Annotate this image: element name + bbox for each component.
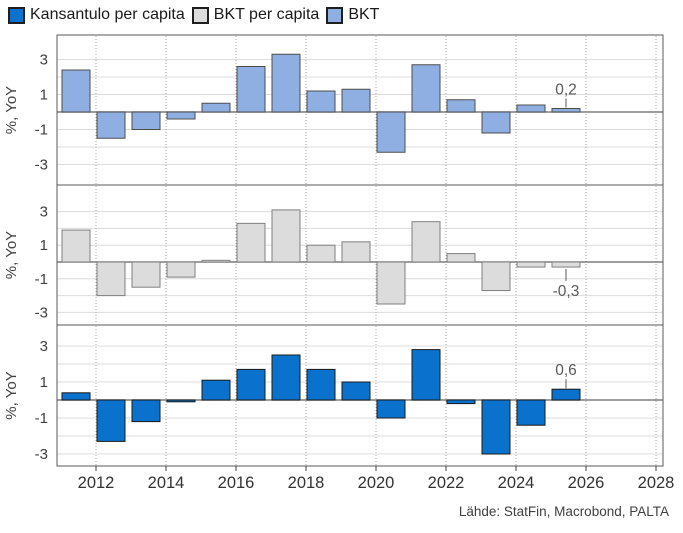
y-tick-label: -1 bbox=[35, 122, 48, 139]
bar-kansantulo-per-capita-2018 bbox=[306, 368, 336, 401]
legend-swatch-bkt bbox=[326, 6, 344, 24]
bar-bkt-2015 bbox=[201, 102, 231, 113]
legend-swatch-kansantulo-per-capita bbox=[8, 6, 25, 24]
bar-bkt-2023 bbox=[481, 111, 511, 134]
y-tick-label: -1 bbox=[35, 271, 48, 288]
legend-label-kansantulo-per-capita: Kansantulo per capita bbox=[30, 6, 185, 23]
panel-bkt: 3 1 -1 -3 %, YoY 0,2 bbox=[3, 34, 664, 186]
annotation-value: 0,6 bbox=[555, 362, 577, 379]
y-axis-title: %, YoY bbox=[3, 231, 20, 279]
x-axis-label-2012: 2012 bbox=[78, 474, 115, 492]
bar-bkt-2014 bbox=[166, 111, 196, 120]
bar-bkt-2012 bbox=[96, 111, 126, 139]
bar-kansantulo-per-capita-2019 bbox=[341, 381, 371, 401]
bar-kansantulo-per-capita-2025 bbox=[551, 388, 581, 401]
x-axis-label-2022: 2022 bbox=[428, 474, 465, 492]
bar-bkt-per-capita-2018 bbox=[306, 244, 336, 263]
y-tick-label: -3 bbox=[35, 304, 48, 321]
legend-label-bkt: BKT bbox=[348, 6, 380, 23]
x-axis-label-2028: 2028 bbox=[638, 474, 675, 492]
bar-bkt-per-capita-2014 bbox=[166, 261, 196, 278]
bar-bkt-2021 bbox=[411, 64, 441, 113]
y-tick-label: 1 bbox=[40, 237, 48, 254]
y-axis-title: %, YoY bbox=[3, 371, 20, 419]
chart-canvas: 3 1 -1 -3 %, YoY 0,2 3 1 -1 -3 %, YoY -0,3 3 1 -1 -3 %, … bbox=[3, 34, 675, 492]
bar-bkt-per-capita-2013 bbox=[131, 261, 161, 288]
bar-bkt-2017 bbox=[271, 53, 301, 113]
legend-item-bkt: BKT bbox=[326, 6, 379, 24]
bar-bkt-2019 bbox=[341, 88, 371, 113]
bar-bkt-per-capita-2022 bbox=[446, 253, 476, 263]
x-axis-label-2020: 2020 bbox=[358, 474, 395, 492]
bar-bkt-2025 bbox=[551, 108, 581, 113]
y-tick-label: -3 bbox=[35, 446, 48, 463]
y-tick-label: 3 bbox=[40, 338, 48, 355]
bar-bkt-2022 bbox=[446, 99, 476, 113]
x-axis-label-2026: 2026 bbox=[568, 474, 605, 492]
y-tick-label: 1 bbox=[40, 374, 48, 391]
bar-kansantulo-per-capita-2016 bbox=[236, 368, 266, 401]
x-axis-label-2018: 2018 bbox=[288, 474, 325, 492]
x-axis-label-2016: 2016 bbox=[218, 474, 255, 492]
y-tick-label: 1 bbox=[40, 87, 48, 104]
y-tick-label: -3 bbox=[35, 157, 48, 174]
bar-bkt-2020 bbox=[376, 111, 406, 153]
panel-bkt-per-capita: 3 1 -1 -3 %, YoY -0,3 bbox=[3, 184, 664, 326]
bar-kansantulo-per-capita-2015 bbox=[201, 379, 231, 401]
bar-bkt-per-capita-2019 bbox=[341, 241, 371, 263]
bar-kansantulo-per-capita-2017 bbox=[271, 354, 301, 401]
bar-bkt-per-capita-2023 bbox=[481, 261, 511, 292]
panel-border bbox=[56, 324, 664, 467]
y-tick-label: 3 bbox=[40, 52, 48, 69]
bar-bkt-2013 bbox=[131, 111, 161, 130]
chart-legend: Kansantulo per capita BKT per capita BKT bbox=[8, 6, 386, 24]
bar-kansantulo-per-capita-2012 bbox=[96, 399, 126, 442]
bar-bkt-per-capita-2021 bbox=[411, 221, 441, 263]
bar-bkt-per-capita-2015 bbox=[201, 259, 231, 263]
legend-item-kansantulo-per-capita: Kansantulo per capita bbox=[8, 6, 185, 24]
bar-kansantulo-per-capita-2013 bbox=[131, 399, 161, 423]
y-axis-title: %, YoY bbox=[3, 86, 20, 134]
bar-bkt-per-capita-2020 bbox=[376, 261, 406, 305]
bar-kansantulo-per-capita-2023 bbox=[481, 399, 511, 455]
bar-kansantulo-per-capita-2020 bbox=[376, 399, 406, 419]
bar-bkt-per-capita-2017 bbox=[271, 209, 301, 263]
bar-bkt-per-capita-2025 bbox=[551, 261, 581, 268]
bar-kansantulo-per-capita-2021 bbox=[411, 349, 441, 401]
bar-kansantulo-per-capita-2022 bbox=[446, 399, 476, 405]
legend-label-bkt-per-capita: BKT per capita bbox=[213, 6, 320, 23]
bar-bkt-2011 bbox=[61, 69, 91, 113]
legend-item-bkt-per-capita: BKT per capita bbox=[191, 6, 320, 24]
bar-bkt-per-capita-2024 bbox=[516, 261, 546, 268]
bar-bkt-per-capita-2011 bbox=[61, 229, 91, 263]
bar-bkt-2016 bbox=[236, 66, 266, 113]
panel-kansantulo-per-capita: 3 1 -1 -3 %, YoY 0,6 bbox=[3, 324, 664, 467]
bar-kansantulo-per-capita-2024 bbox=[516, 399, 546, 426]
bar-kansantulo-per-capita-2011 bbox=[61, 392, 91, 401]
bar-bkt-per-capita-2016 bbox=[236, 222, 266, 263]
annotation-value: -0,3 bbox=[553, 283, 580, 300]
y-tick-label: 3 bbox=[40, 204, 48, 221]
bar-bkt-per-capita-2012 bbox=[96, 261, 126, 297]
annotation-value: 0,2 bbox=[555, 82, 577, 99]
x-axis-label-2014: 2014 bbox=[148, 474, 185, 492]
source-attribution: Lähde: StatFin, Macrobond, PALTA bbox=[458, 504, 669, 519]
legend-swatch-bkt-per-capita bbox=[191, 6, 209, 24]
y-tick-label: -1 bbox=[35, 410, 48, 427]
bar-bkt-2024 bbox=[516, 104, 546, 113]
bar-bkt-2018 bbox=[306, 90, 336, 113]
x-axis-label-2024: 2024 bbox=[498, 474, 535, 492]
bar-kansantulo-per-capita-2014 bbox=[166, 399, 196, 403]
